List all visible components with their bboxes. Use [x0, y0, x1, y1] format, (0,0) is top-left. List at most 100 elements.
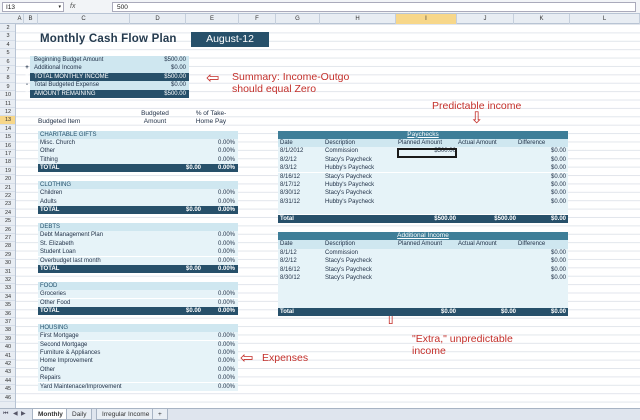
budget-row[interactable]: Children 0.00%: [38, 189, 238, 198]
column-header[interactable]: B: [24, 14, 38, 24]
table-row[interactable]: 8/2/12 Stacy's Paycheck $0.00: [278, 155, 568, 165]
budget-row[interactable]: Adults 0.00%: [38, 197, 238, 207]
name-box[interactable]: I13 ▾: [2, 2, 64, 12]
table-cell[interactable]: 8/17/12: [280, 181, 301, 188]
table-cell[interactable]: $500.00: [434, 148, 456, 155]
table-cell[interactable]: 8/30/12: [280, 275, 301, 281]
row-header[interactable]: 44: [0, 377, 15, 386]
table-row[interactable]: [278, 206, 568, 215]
table-cell[interactable]: 8/1/2012: [280, 148, 304, 155]
summary-value[interactable]: $500.00: [164, 90, 186, 97]
table-cell[interactable]: 8/2/12: [280, 156, 297, 163]
column-header[interactable]: K: [514, 14, 570, 24]
table-row[interactable]: 8/30/12 Stacy's Paycheck $0.00: [278, 274, 568, 283]
column-header[interactable]: J: [457, 14, 514, 24]
table-cell[interactable]: $0.00: [550, 266, 566, 273]
row-header[interactable]: 18: [0, 158, 15, 167]
column-header[interactable]: I: [396, 14, 457, 24]
row-header[interactable]: 11: [0, 100, 15, 108]
row-header[interactable]: 24: [0, 209, 15, 218]
budget-row[interactable]: Repairs 0.00%: [38, 374, 238, 383]
budget-row[interactable]: DEBTS: [38, 222, 238, 232]
row-header[interactable]: 15: [0, 133, 15, 142]
row-header[interactable]: 40: [0, 343, 15, 352]
row-header[interactable]: 16: [0, 142, 15, 150]
budget-row[interactable]: Second Mortgage 0.00%: [38, 340, 238, 349]
row-header[interactable]: 45: [0, 385, 15, 394]
budget-row[interactable]: TOTAL $0.00 0.00%: [38, 206, 238, 215]
table-cell[interactable]: 8/16/12: [280, 173, 301, 180]
budget-row[interactable]: Other 0.00%: [38, 365, 238, 375]
table-cell[interactable]: $0.00: [550, 181, 566, 188]
row-header[interactable]: 6: [0, 58, 15, 66]
budget-row[interactable]: Overbudget last month 0.00%: [38, 256, 238, 265]
budget-row[interactable]: FOOD: [38, 281, 238, 291]
column-header[interactable]: H: [320, 14, 396, 24]
row-header[interactable]: 31: [0, 268, 15, 276]
table-row[interactable]: [278, 282, 568, 291]
table-row[interactable]: 8/16/12 Stacy's Paycheck $0.00: [278, 172, 568, 181]
table-row[interactable]: 8/1/2012 Commission $500.00 $0.00: [278, 147, 568, 156]
column-header[interactable]: A: [16, 14, 24, 24]
budget-row[interactable]: Debt Management Plan 0.00%: [38, 231, 238, 240]
budget-row[interactable]: TOTAL $0.00 0.00%: [38, 264, 238, 274]
table-cell[interactable]: Stacy's Paycheck: [325, 190, 372, 197]
column-header[interactable]: C: [38, 14, 130, 24]
table-cell[interactable]: $0.00: [550, 275, 566, 281]
table-cell[interactable]: $0.00: [550, 198, 566, 205]
budget-row[interactable]: Groceries 0.00%: [38, 290, 238, 299]
budget-row[interactable]: Home Improvement 0.00%: [38, 357, 238, 366]
column-header[interactable]: F: [239, 14, 276, 24]
table-cell[interactable]: Stacy's Paycheck: [325, 275, 372, 281]
column-header[interactable]: E: [186, 14, 239, 24]
budget-amount[interactable]: $0.00: [185, 207, 201, 214]
table-cell[interactable]: $0.00: [550, 165, 566, 172]
row-header[interactable]: 20: [0, 175, 15, 184]
budget-row[interactable]: CLOTHING: [38, 180, 238, 190]
row-header[interactable]: 33: [0, 284, 15, 293]
budget-row[interactable]: TOTAL $0.00 0.00%: [38, 164, 238, 173]
row-header[interactable]: 42: [0, 360, 15, 369]
chevron-down-icon[interactable]: ▾: [58, 4, 61, 10]
table-cell[interactable]: $0.00: [550, 156, 566, 163]
table-row[interactable]: 8/31/12 Hubby's Paycheck $0.00: [278, 197, 568, 207]
table-cell[interactable]: 8/2/12: [280, 258, 297, 265]
summary-value[interactable]: $500.00: [164, 73, 186, 80]
table-row[interactable]: 8/1/12 Commission $0.00: [278, 248, 568, 258]
row-header[interactable]: 13: [0, 116, 15, 125]
table-cell[interactable]: Hubby's Paycheck: [325, 198, 375, 205]
next-sheet-icon[interactable]: ▶: [21, 411, 26, 417]
row-header[interactable]: 41: [0, 352, 15, 360]
budget-amount[interactable]: $0.00: [185, 307, 201, 314]
column-header[interactable]: D: [130, 14, 186, 24]
table-cell[interactable]: Hubby's Paycheck: [325, 181, 375, 188]
row-header[interactable]: 21: [0, 184, 15, 192]
table-row[interactable]: 8/2/12 Stacy's Paycheck $0.00: [278, 257, 568, 266]
table-cell[interactable]: Hubby's Paycheck: [325, 165, 375, 172]
summary-value[interactable]: $0.00: [170, 65, 186, 72]
formula-input[interactable]: 500: [112, 2, 636, 12]
budget-row[interactable]: HOUSING: [38, 323, 238, 333]
row-header[interactable]: 17: [0, 150, 15, 159]
row-header[interactable]: 14: [0, 125, 15, 134]
row-header[interactable]: 12: [0, 108, 15, 117]
table-row[interactable]: 8/30/12 Stacy's Paycheck $0.00: [278, 189, 568, 198]
row-header[interactable]: 30: [0, 259, 15, 268]
row-header[interactable]: 3: [0, 32, 15, 41]
row-header[interactable]: 46: [0, 394, 15, 402]
row-header[interactable]: 39: [0, 335, 15, 344]
table-cell[interactable]: $0.00: [550, 249, 566, 256]
table-cell[interactable]: Stacy's Paycheck: [325, 266, 372, 273]
row-header[interactable]: 36: [0, 310, 15, 318]
month-cell[interactable]: August-12: [191, 32, 269, 47]
budget-row[interactable]: Yard Maintenace/Improvement 0.00%: [38, 382, 238, 391]
budget-row[interactable]: St. Elizabeth 0.00%: [38, 239, 238, 249]
table-cell[interactable]: 8/30/12: [280, 190, 301, 197]
row-header[interactable]: 34: [0, 293, 15, 302]
table-cell[interactable]: 8/3/12: [280, 165, 297, 172]
table-cell[interactable]: Stacy's Paycheck: [325, 258, 372, 265]
table-cell[interactable]: Stacy's Paycheck: [325, 156, 372, 163]
table-cell[interactable]: Commission: [325, 249, 359, 256]
row-header[interactable]: 4: [0, 41, 15, 50]
row-header[interactable]: 5: [0, 49, 15, 58]
